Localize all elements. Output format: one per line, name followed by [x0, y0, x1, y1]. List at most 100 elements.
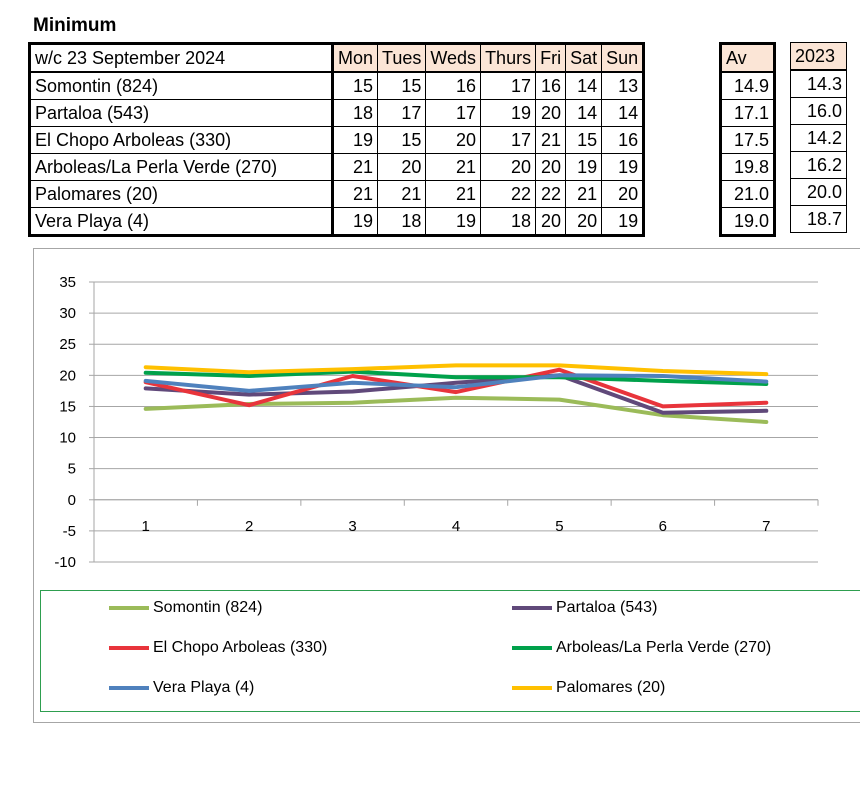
x-tick-label: 5: [555, 518, 563, 535]
table-header-row: w/c 23 September 2024 Mon Tues Weds Thurs Fri…: [29, 43, 645, 73]
series-line-vera-playa-4: [143, 373, 769, 393]
week-commencing-label: w/c 23 September 2024: [29, 43, 334, 73]
legend-swatch: [512, 646, 552, 650]
chart-frame: [33, 248, 860, 723]
temperature-cell: 16: [601, 126, 645, 154]
x-tick-label: 4: [452, 518, 460, 535]
y-tick-label: 25: [59, 336, 76, 353]
legend-item: Partaloa (543): [512, 599, 657, 617]
temperature-cell: 15: [377, 71, 427, 100]
year-2023-cell: 18.7: [790, 205, 847, 233]
average-row: 19.0: [720, 207, 775, 236]
x-tick-label: 3: [348, 518, 356, 535]
average-cell: 19.0: [720, 207, 775, 236]
temperature-cell: 15: [331, 71, 379, 100]
table-row: Somontin (824) 15 15 16 17 16 14 13: [29, 71, 645, 100]
temperature-cell: 19: [601, 153, 645, 181]
temperature-cell: 20: [377, 153, 427, 181]
temperature-cell: 19: [331, 207, 379, 236]
y-tick-label: 30: [59, 305, 76, 322]
legend-item: Arboleas/La Perla Verde (270): [512, 639, 771, 657]
table-row: El Chopo Arboleas (330) 19 15 20 17 21 15 16: [29, 126, 645, 154]
legend-swatch: [512, 686, 552, 690]
year-2023-row: 14.2: [790, 124, 847, 152]
table-row: Partaloa (543) 18 17 17 19 20 14 14: [29, 99, 645, 127]
temperature-cell: 20: [565, 207, 603, 236]
y-tick-label: -5: [63, 523, 76, 540]
temperature-cell: 14: [565, 99, 603, 127]
legend-item: Vera Playa (4): [109, 679, 254, 697]
legend-label: Arboleas/La Perla Verde (270): [556, 639, 772, 656]
day-header: Sat: [565, 43, 603, 73]
series-line-arboleas-la-perla-verde-270: [143, 369, 769, 386]
legend-item: El Chopo Arboleas (330): [109, 639, 327, 657]
temperature-cell: 20: [535, 99, 567, 127]
station-name: Somontin (824): [29, 71, 334, 100]
y-tick-label: 15: [59, 398, 76, 415]
average-header: Av: [720, 43, 775, 73]
year-2023-header-row: 2023: [790, 42, 847, 71]
average-table: Av 14.9 17.1 17.5 19.8 21.0 19.0: [719, 42, 776, 237]
x-tick-label: 2: [245, 518, 253, 535]
legend-item: Palomares (20): [512, 679, 665, 697]
legend-label: Vera Playa (4): [153, 679, 255, 696]
temperature-cell: 18: [377, 207, 427, 236]
temperature-cell: 19: [565, 153, 603, 181]
temperature-cell: 21: [425, 180, 482, 208]
year-2023-row: 20.0: [790, 178, 847, 206]
average-row: 14.9: [720, 71, 775, 100]
x-tick-label: 1: [142, 518, 150, 535]
table-row: Palomares (20) 21 21 21 22 22 21 20: [29, 180, 645, 208]
day-header: Fri: [535, 43, 567, 73]
temperature-cell: 17: [480, 126, 537, 154]
legend-swatch: [109, 606, 149, 610]
temperature-cell: 19: [601, 207, 645, 236]
average-cell: 17.1: [720, 99, 775, 127]
legend-swatch: [109, 646, 149, 650]
legend-label: Palomares (20): [556, 679, 666, 696]
temperature-cell: 14: [601, 99, 645, 127]
temperature-cell: 15: [377, 126, 427, 154]
average-header-row: Av: [720, 43, 775, 73]
y-tick-label: 0: [68, 492, 76, 509]
page-title: Minimum: [33, 15, 117, 36]
legend-swatch: [512, 606, 552, 610]
station-name: El Chopo Arboleas (330): [29, 126, 334, 154]
temperature-cell: 20: [601, 180, 645, 208]
day-header: Thurs: [480, 43, 537, 73]
temperature-cell: 13: [601, 71, 645, 100]
year-2023-header: 2023: [790, 42, 847, 71]
year-2023-row: 18.7: [790, 205, 847, 233]
series-line-palomares-20: [143, 363, 769, 377]
x-tick-label: 6: [659, 518, 667, 535]
year-2023-table: 2023 14.3 16.0 14.2 16.2 20.0 18.7: [790, 42, 847, 233]
series-line-el-chopo-arboleas-330: [143, 367, 769, 409]
y-tick-label: 5: [68, 461, 76, 478]
temperature-cell: 17: [480, 71, 537, 100]
x-tick-label: 7: [762, 518, 770, 535]
temperature-cell: 19: [331, 126, 379, 154]
temperature-cell: 16: [425, 71, 482, 100]
temperature-cell: 21: [331, 153, 379, 181]
y-tick-label: -10: [54, 554, 76, 571]
temperature-cell: 21: [565, 180, 603, 208]
temperature-cell: 22: [535, 180, 567, 208]
table-row: Vera Playa (4) 19 18 19 18 20 20 19: [29, 207, 645, 236]
legend-label: Partaloa (543): [556, 599, 658, 616]
temperature-cell: 19: [480, 99, 537, 127]
station-name: Partaloa (543): [29, 99, 334, 127]
station-name: Palomares (20): [29, 180, 334, 208]
year-2023-row: 14.3: [790, 69, 847, 98]
legend-label: El Chopo Arboleas (330): [153, 639, 328, 656]
temperature-cell: 18: [480, 207, 537, 236]
average-row: 17.1: [720, 99, 775, 127]
year-2023-cell: 14.2: [790, 124, 847, 152]
y-tick-label: 20: [59, 367, 76, 384]
y-tick-label: 35: [59, 274, 76, 291]
series-line-partaloa-543: [143, 373, 769, 415]
day-header: Sun: [601, 43, 645, 73]
minimum-table: w/c 23 September 2024 Mon Tues Weds Thurs Fri…: [28, 42, 646, 237]
station-name: Vera Playa (4): [29, 207, 334, 236]
average-cell: 14.9: [720, 71, 775, 100]
